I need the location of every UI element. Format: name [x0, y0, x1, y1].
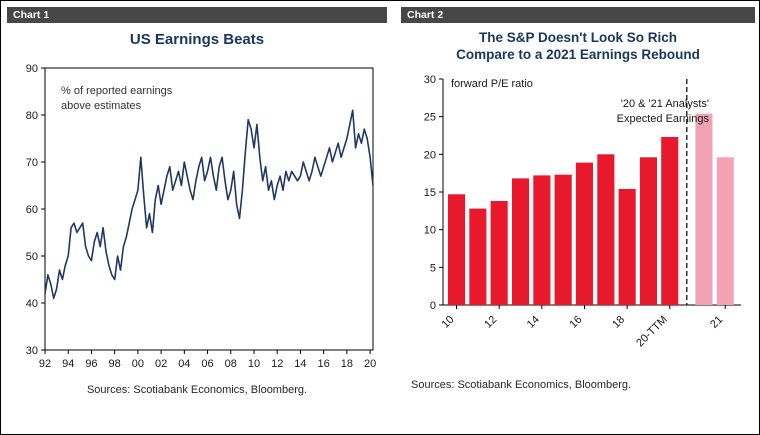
svg-text:12: 12 — [271, 358, 283, 370]
svg-text:04: 04 — [178, 358, 190, 370]
svg-text:'20 & '21 Analysts': '20 & '21 Analysts' — [621, 98, 709, 110]
svg-text:10: 10 — [424, 225, 436, 237]
svg-text:30: 30 — [26, 345, 38, 357]
svg-text:98: 98 — [109, 358, 121, 370]
svg-text:16: 16 — [567, 314, 584, 331]
svg-text:96: 96 — [85, 358, 97, 370]
svg-text:% of reported earnings: % of reported earnings — [61, 85, 173, 97]
svg-text:90: 90 — [26, 63, 38, 75]
svg-text:14: 14 — [525, 314, 542, 331]
chart2-source: Sources: Scotiabank Economics, Bloomberg… — [411, 379, 632, 391]
chart1-header-banner: Chart 1 — [7, 7, 387, 23]
svg-text:92: 92 — [39, 358, 51, 370]
svg-text:16: 16 — [318, 358, 330, 370]
svg-text:14: 14 — [294, 358, 306, 370]
chart2-header-banner: Chart 2 — [401, 7, 755, 23]
svg-text:10: 10 — [248, 358, 260, 370]
chart2-title: The S&P Doesn't Look So Rich Compare to … — [401, 29, 755, 63]
svg-text:0: 0 — [430, 300, 436, 312]
svg-text:5: 5 — [430, 262, 436, 274]
svg-text:02: 02 — [155, 358, 167, 370]
chart1-title: US Earnings Beats — [129, 31, 265, 48]
chart2-title-line1: The S&P Doesn't Look So Rich — [479, 30, 677, 45]
svg-text:Expected Earnings: Expected Earnings — [617, 113, 710, 125]
svg-text:21: 21 — [708, 314, 725, 331]
svg-text:20: 20 — [424, 149, 436, 161]
svg-text:15: 15 — [424, 187, 436, 199]
svg-text:25: 25 — [424, 112, 436, 124]
svg-text:08: 08 — [225, 358, 237, 370]
svg-text:20-TTM: 20-TTM — [634, 314, 670, 350]
us-earnings-beats-line-chart: 30 40 50 60 70 80 90 92 94 96 98 00 02 04 06 08 10 12 14 16… — [26, 63, 376, 370]
svg-text:above estimates: above estimates — [61, 100, 142, 112]
svg-text:40: 40 — [26, 298, 38, 310]
chart2-title-line2: Compare to a 2021 Earnings Rebound — [456, 47, 700, 62]
svg-text:18: 18 — [341, 358, 353, 370]
chart1-source: Sources: Scotiabank Economics, Bloomberg… — [86, 384, 308, 396]
svg-text:18: 18 — [610, 314, 627, 331]
sp-forward-pe-bar-chart: 0 5 10 15 20 25 30 10 12 14 16 18 20-TTM 21 forward P/… — [424, 74, 741, 350]
chart2-panel: Chart 2 The S&P Doesn't Look So Rich Com… — [401, 7, 755, 391]
svg-text:forward P/E ratio: forward P/E ratio — [451, 78, 533, 90]
svg-text:00: 00 — [132, 358, 144, 370]
chart1-panel: Chart 1 US Earnings Beats 30 40 50 60 70 80 90… — [7, 7, 387, 396]
svg-text:60: 60 — [26, 204, 38, 216]
svg-text:30: 30 — [424, 74, 436, 86]
svg-text:94: 94 — [62, 358, 74, 370]
svg-text:50: 50 — [26, 251, 38, 263]
svg-text:70: 70 — [26, 157, 38, 169]
svg-text:06: 06 — [201, 358, 213, 370]
svg-text:80: 80 — [26, 110, 38, 122]
svg-text:12: 12 — [482, 314, 499, 331]
svg-text:10: 10 — [440, 314, 457, 331]
svg-text:20: 20 — [364, 358, 376, 370]
